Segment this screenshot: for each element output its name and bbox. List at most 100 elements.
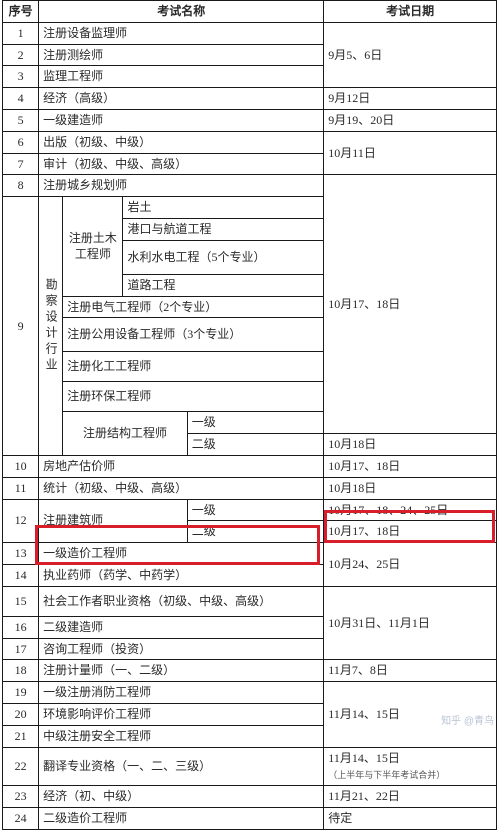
- seq-cell: 20: [3, 703, 39, 725]
- name-cell: 房地产估价师: [39, 455, 324, 477]
- seq-cell: 7: [3, 153, 39, 175]
- date-main: 11月14、15日: [328, 751, 400, 765]
- table-row: 8 注册城乡规划师 10月17、18日: [3, 175, 497, 197]
- name-cell: 一级建造师: [39, 109, 324, 131]
- name-cell: 注册城乡规划师: [39, 175, 324, 197]
- date-sub: （上半年与下半年考试合并）: [328, 770, 445, 780]
- date-cell: 10月17、18日: [324, 455, 497, 477]
- env-cell: 注册环保工程师: [63, 382, 324, 412]
- table-row: 15 社会工作者职业资格（初级、中级、高级） 10月31日、11月1日: [3, 586, 497, 616]
- civil-label: 注册土木工程师: [63, 197, 123, 296]
- civil-sub: 道路工程: [123, 274, 324, 296]
- table-row: 6 出版（初级、中级） 10月11日: [3, 131, 497, 153]
- table-row: 18 注册计量师（一、二级） 11月7、8日: [3, 660, 497, 682]
- name-cell: 二级造价工程师: [39, 807, 324, 829]
- seq-cell: 13: [3, 543, 39, 565]
- seq-cell: 21: [3, 725, 39, 747]
- table-header-row: 序号 考试名称 考试日期: [3, 1, 497, 23]
- date-cell: 10月18日: [324, 477, 497, 499]
- name-cell: 注册计量师（一、二级）: [39, 660, 324, 682]
- seq-cell: 3: [3, 66, 39, 88]
- civil-sub: 港口与航道工程: [123, 218, 324, 240]
- group-cell: 勘察设计行业: [39, 197, 63, 456]
- date-cell: 9月19、20日: [324, 109, 497, 131]
- name-cell: 经济（初、中级）: [39, 786, 324, 808]
- seq-cell: 12: [3, 499, 39, 543]
- level-cell: 一级: [187, 499, 324, 521]
- name-cell: 注册设备监理师: [39, 22, 324, 44]
- date-cell: 9月5、6日: [324, 22, 497, 87]
- name-cell: 统计（初级、中级、高级）: [39, 477, 324, 499]
- date-cell: 10月17、18、24、25日: [324, 499, 497, 521]
- name-cell: 一级注册消防工程师: [39, 682, 324, 704]
- seq-cell: 2: [3, 44, 39, 66]
- name-cell: 出版（初级、中级）: [39, 131, 324, 153]
- date-cell: 10月31日、11月1日: [324, 586, 497, 660]
- table-row: 13 一级造价工程师 10月24、25日: [3, 543, 497, 565]
- date-cell: 待定: [324, 807, 497, 829]
- table-row: 1 注册设备监理师 9月5、6日: [3, 22, 497, 44]
- seq-cell: 16: [3, 616, 39, 638]
- seq-cell: 8: [3, 175, 39, 197]
- seq-cell: 24: [3, 807, 39, 829]
- table-row: 22 翻译专业资格（一、二、三级） 11月14、15日 （上半年与下半年考试合并…: [3, 747, 497, 786]
- seq-cell: 1: [3, 22, 39, 44]
- seq-cell: 5: [3, 109, 39, 131]
- table-row: 10 房地产估价师 10月17、18日: [3, 455, 497, 477]
- date-cell: 10月18日: [324, 434, 497, 456]
- table-row: 4 经济（高级） 9月12日: [3, 88, 497, 110]
- exam-schedule-table: 序号 考试名称 考试日期 1 注册设备监理师 9月5、6日 2 注册测绘师 3 …: [2, 0, 497, 830]
- seq-cell: 10: [3, 455, 39, 477]
- name-cell: 注册测绘师: [39, 44, 324, 66]
- date-cell: 10月24、25日: [324, 543, 497, 587]
- util-cell: 注册公用设备工程师（3个专业）: [63, 318, 324, 352]
- seq-cell: 6: [3, 131, 39, 153]
- struct-l1: 一级: [187, 412, 324, 434]
- seq-cell: 14: [3, 564, 39, 586]
- seq-cell: 22: [3, 747, 39, 786]
- name-cell: 翻译专业资格（一、二、三级）: [39, 747, 324, 786]
- name-cell: 中级注册安全工程师: [39, 725, 324, 747]
- seq-cell: 9: [3, 197, 39, 456]
- name-cell: 一级造价工程师: [39, 543, 324, 565]
- table-row: 5 一级建造师 9月19、20日: [3, 109, 497, 131]
- header-name: 考试名称: [39, 1, 324, 23]
- date-cell: 10月17、18日: [324, 521, 497, 543]
- date-cell: 11月14、15日 （上半年与下半年考试合并）: [324, 747, 497, 786]
- struct-label: 注册结构工程师: [63, 412, 187, 456]
- struct-l2: 二级: [187, 434, 324, 456]
- header-date: 考试日期: [324, 1, 497, 23]
- name-cell: 咨询工程师（投资）: [39, 638, 324, 660]
- name-cell: 环境影响评价工程师: [39, 703, 324, 725]
- name-cell: 注册建筑师: [39, 499, 188, 543]
- watermark: 知乎 @青鸟: [441, 712, 494, 727]
- civil-sub: 岩土: [123, 197, 324, 219]
- date-cell: 9月12日: [324, 88, 497, 110]
- seq-cell: 11: [3, 477, 39, 499]
- name-cell: 社会工作者职业资格（初级、中级、高级）: [39, 586, 324, 616]
- name-cell: 执业药师（药学、中药学）: [39, 564, 324, 586]
- table-row: 12 注册建筑师 一级 10月17、18、24、25日: [3, 499, 497, 521]
- name-cell: 经济（高级）: [39, 88, 324, 110]
- date-cell: 11月7、8日: [324, 660, 497, 682]
- date-cell: 10月11日: [324, 131, 497, 175]
- date-cell: 10月17、18日: [324, 175, 497, 434]
- seq-cell: 15: [3, 586, 39, 616]
- header-seq: 序号: [3, 1, 39, 23]
- name-cell: 审计（初级、中级、高级）: [39, 153, 324, 175]
- seq-cell: 4: [3, 88, 39, 110]
- table-row: 23 经济（初、中级） 11月21、22日: [3, 786, 497, 808]
- seq-cell: 19: [3, 682, 39, 704]
- civil-sub: 水利水电工程（5个专业）: [123, 240, 324, 274]
- table-row: 24 二级造价工程师 待定: [3, 807, 497, 829]
- level-cell: 二级: [187, 521, 324, 543]
- table-row: 11 统计（初级、中级、高级） 10月18日: [3, 477, 497, 499]
- elec-cell: 注册电气工程师（2个专业）: [63, 296, 324, 318]
- chem-cell: 注册化工工程师: [63, 352, 324, 382]
- seq-cell: 18: [3, 660, 39, 682]
- name-cell: 监理工程师: [39, 66, 324, 88]
- date-cell: 11月21、22日: [324, 786, 497, 808]
- table-row: 19 一级注册消防工程师 11月14、15日: [3, 682, 497, 704]
- seq-cell: 17: [3, 638, 39, 660]
- seq-cell: 23: [3, 786, 39, 808]
